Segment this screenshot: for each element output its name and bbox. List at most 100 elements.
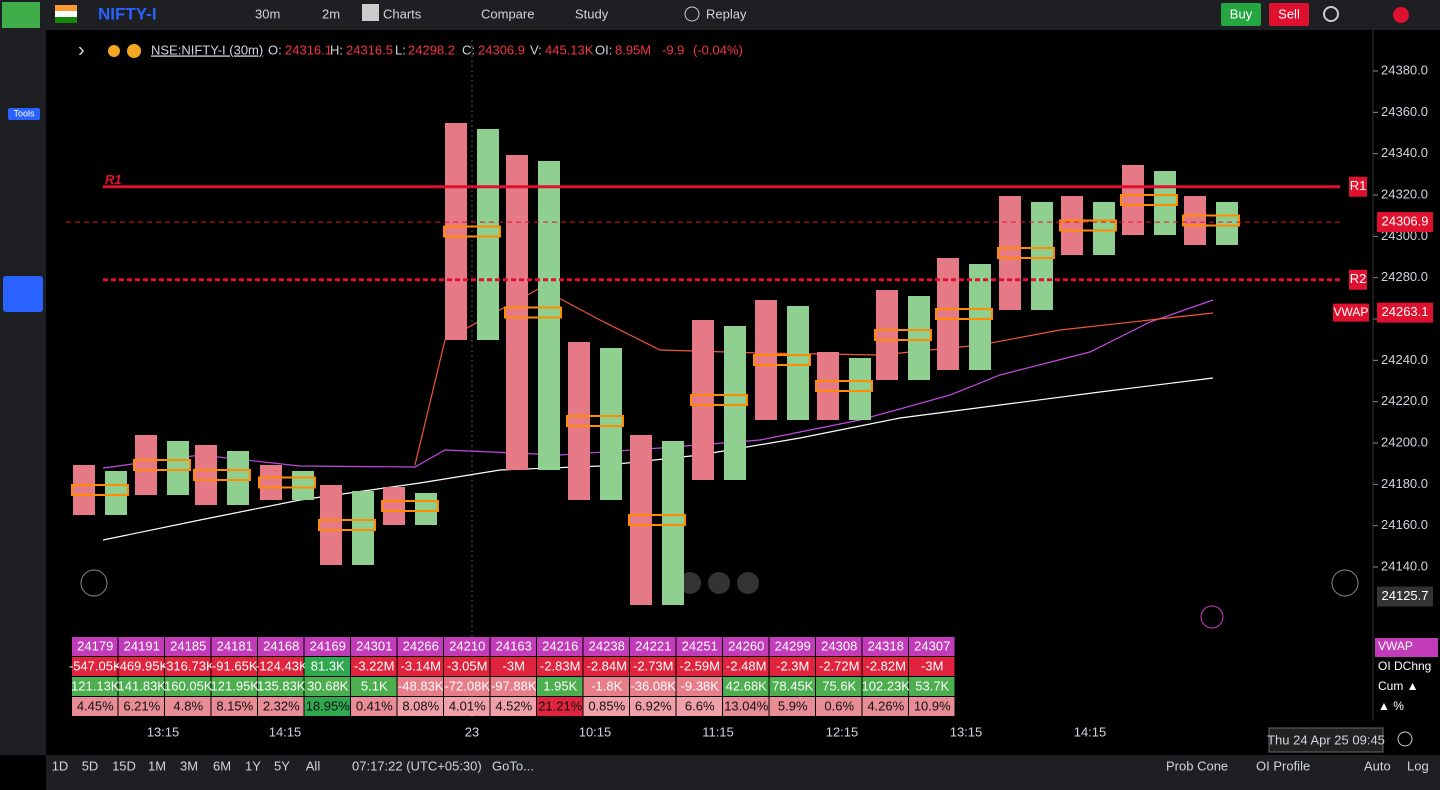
buy-bg[interactable] <box>1221 3 1261 26</box>
poc-cell <box>935 308 993 320</box>
table-value: 75.6K <box>822 678 856 693</box>
tools-label: Tools <box>13 108 35 118</box>
candle-buy-side <box>167 441 189 495</box>
table-cell <box>397 697 443 716</box>
symbol[interactable]: NIFTY-I <box>98 4 157 23</box>
tools-badge <box>8 108 40 120</box>
table-value: 24191 <box>124 638 160 653</box>
bottom-auto[interactable]: Auto <box>1364 758 1391 773</box>
table-cell <box>490 677 536 696</box>
candle-buy-side <box>1093 202 1115 255</box>
flag-top <box>55 5 77 11</box>
time-label: 10:15 <box>579 724 612 739</box>
table-cell <box>769 677 815 696</box>
table-value: 53.7K <box>915 678 949 693</box>
news-icon[interactable] <box>1200 605 1224 629</box>
table-value: -469.95K <box>115 658 168 673</box>
charts-button[interactable]: Charts <box>383 6 422 21</box>
ticker[interactable]: NSE:NIFTY-I (30m) <box>151 42 263 57</box>
settings-icon[interactable] <box>1323 6 1339 22</box>
table-cell <box>630 677 676 696</box>
candle-sell-side <box>195 445 217 505</box>
table-cell <box>165 657 211 676</box>
range-button[interactable]: 1Y <box>245 758 261 773</box>
range-button[interactable]: 6M <box>213 758 231 773</box>
axis-settings[interactable] <box>1397 731 1413 747</box>
table-cell <box>537 657 583 676</box>
table-cell <box>444 657 490 676</box>
table-cell <box>490 637 536 656</box>
interval[interactable]: 30m <box>255 6 280 21</box>
candle-sell-side <box>1184 196 1206 245</box>
bottom-oi-profile[interactable]: OI Profile <box>1256 758 1310 773</box>
charts-icon[interactable] <box>362 4 379 21</box>
range-button[interactable]: 1M <box>148 758 166 773</box>
logo[interactable] <box>2 2 40 28</box>
alert-icon[interactable] <box>1393 7 1409 23</box>
price-badge <box>1377 302 1433 323</box>
table-cell <box>537 677 583 696</box>
bottom-goto[interactable]: GoTo... <box>492 758 534 773</box>
table-cell <box>351 657 397 676</box>
scroll-right[interactable] <box>1331 569 1359 597</box>
buy-button[interactable]: Buy <box>1230 6 1253 21</box>
table-cell <box>676 657 722 676</box>
legend-v: 445.13K <box>545 42 594 57</box>
sell-bg[interactable] <box>1269 3 1309 26</box>
table-cell <box>444 697 490 716</box>
replay-icon[interactable] <box>684 6 700 22</box>
table-cell <box>444 637 490 656</box>
zoom-in[interactable] <box>737 572 759 594</box>
table-cell <box>490 697 536 716</box>
table-cell <box>304 697 350 716</box>
bottom-log[interactable]: Log <box>1407 758 1429 773</box>
time-cursor: Thu 24 Apr 25 09:45 <box>1267 732 1385 747</box>
poc-cell <box>318 519 376 531</box>
table-cell <box>909 637 955 656</box>
reset-zoom[interactable] <box>708 572 730 594</box>
currency-icon <box>127 44 141 58</box>
poc-cell <box>690 394 748 406</box>
range-button[interactable]: 5Y <box>274 758 290 773</box>
table-value: 2.32% <box>263 698 300 713</box>
table-value: 4.8% <box>173 698 203 713</box>
expand-arrow[interactable]: › <box>78 39 85 61</box>
table-value: 141.83K <box>118 678 167 693</box>
range-button[interactable]: 3M <box>180 758 198 773</box>
time-label: 11:15 <box>702 724 734 739</box>
legend-pct: (-0.04%) <box>693 42 743 57</box>
scroll-left[interactable] <box>80 569 108 597</box>
step[interactable]: 2m <box>322 6 340 21</box>
range-button[interactable]: 15D <box>112 758 136 773</box>
price-label: 24180.0 <box>1381 476 1428 491</box>
table-value: 4.52% <box>495 698 532 713</box>
price-label: 24380.0 <box>1381 62 1428 77</box>
zoom-out[interactable] <box>679 572 701 594</box>
poc-cell <box>1120 194 1178 206</box>
table-cell <box>211 637 257 656</box>
active-tool[interactable] <box>3 276 43 312</box>
table-cell <box>676 637 722 656</box>
candle-sell-side <box>73 465 95 515</box>
table-value: 24179 <box>77 638 113 653</box>
compare-button[interactable]: Compare <box>481 6 534 21</box>
replay-button[interactable]: Replay <box>706 6 747 21</box>
sell-button[interactable]: Sell <box>1278 6 1300 21</box>
price-badge <box>1349 269 1367 290</box>
table-cell <box>723 697 769 716</box>
table-value: 1.95K <box>543 678 577 693</box>
table-cell <box>351 697 397 716</box>
study-button[interactable]: Study <box>575 6 609 21</box>
table-cell <box>583 677 629 696</box>
legend-o-label: O: <box>268 42 282 57</box>
table-cell <box>909 677 955 696</box>
bottom-prob-cone[interactable]: Prob Cone <box>1166 758 1228 773</box>
table-cell <box>537 637 583 656</box>
table-value: -124.43K <box>255 658 308 673</box>
range-button[interactable]: 1D <box>52 758 69 773</box>
table-cell <box>723 657 769 676</box>
price-label: 24240.0 <box>1381 352 1428 367</box>
table-value: 78.45K <box>772 678 814 693</box>
range-button[interactable]: 5D <box>82 758 99 773</box>
range-button[interactable]: All <box>306 758 321 773</box>
